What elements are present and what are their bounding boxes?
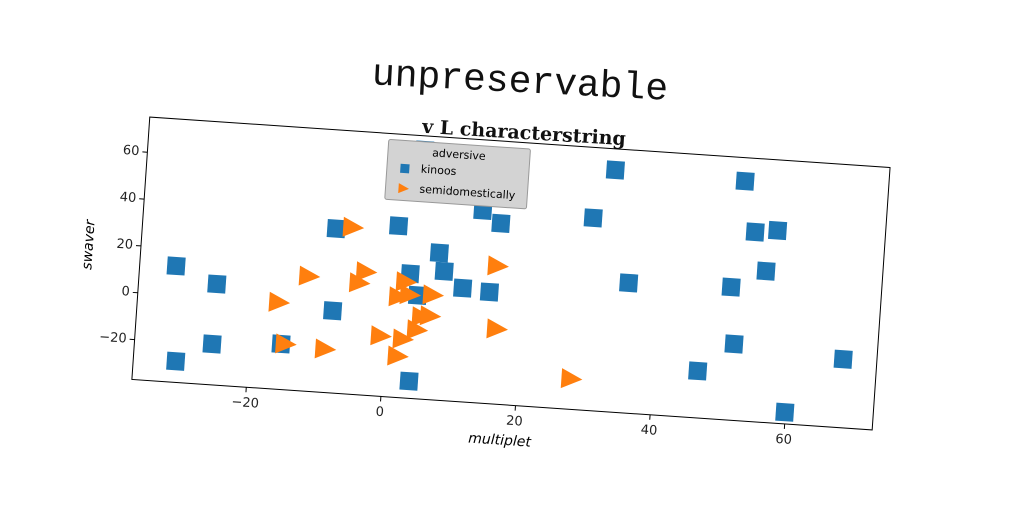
x-tick-label: 60 (775, 432, 793, 448)
y-tick-label: 60 (122, 143, 140, 159)
point (491, 214, 510, 233)
y-tick-label: 0 (121, 284, 130, 300)
y-tick-label: 20 (116, 237, 134, 253)
point (688, 361, 707, 380)
point (323, 301, 342, 320)
y-tick-label: −20 (99, 330, 127, 347)
point (606, 160, 625, 179)
legend-marker (400, 164, 410, 174)
x-tick-label: 40 (640, 423, 658, 439)
point (399, 372, 418, 391)
point (584, 208, 603, 227)
point (736, 172, 755, 191)
point (724, 334, 743, 353)
point (480, 282, 499, 301)
point (435, 262, 454, 281)
point (202, 334, 221, 353)
x-tick-label: −20 (231, 395, 259, 412)
x-tick-label: 0 (375, 405, 384, 421)
point (746, 222, 765, 241)
point (768, 221, 787, 240)
point (453, 279, 472, 298)
y-tick-label: 40 (119, 190, 137, 206)
point (389, 216, 408, 235)
point (756, 262, 775, 281)
point (166, 352, 185, 371)
x-tick-label: 20 (506, 414, 524, 430)
chart-title: unpreservable (371, 53, 669, 111)
point (619, 273, 638, 292)
y-axis-label: swaver (79, 218, 98, 270)
point (430, 243, 449, 262)
point (722, 278, 741, 297)
point (167, 256, 186, 275)
point (834, 350, 853, 369)
plot: −200204060−200204060multipletswaveradver… (69, 113, 890, 474)
point (775, 403, 794, 422)
x-axis-label: multiplet (468, 430, 532, 450)
legend-label: kinoos (420, 163, 457, 178)
point (207, 274, 226, 293)
